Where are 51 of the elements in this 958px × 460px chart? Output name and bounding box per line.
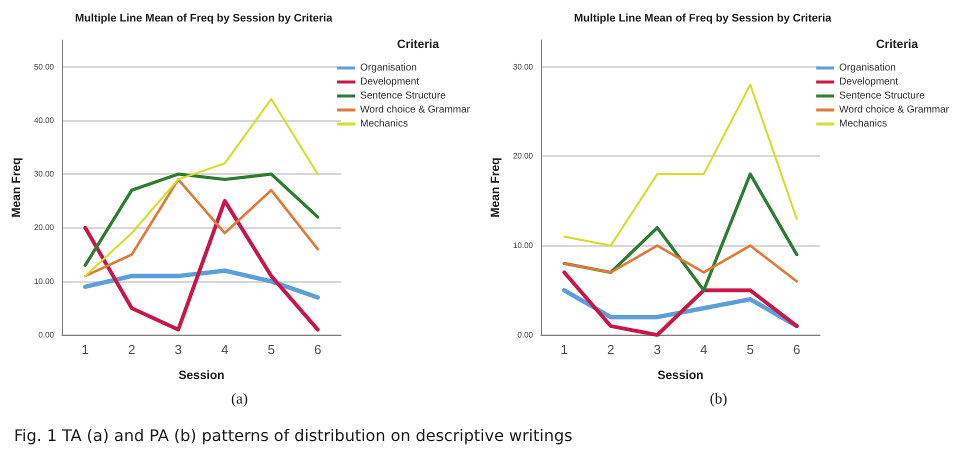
x-tick-label: 3 xyxy=(654,342,661,357)
x-tick-label: 1 xyxy=(560,342,568,357)
line-series xyxy=(562,244,798,283)
x-tick-label: 2 xyxy=(128,342,136,357)
legend-label: Mechanics xyxy=(839,118,887,130)
y-tick-label: 10.00 xyxy=(34,276,55,286)
x-tick-label: 4 xyxy=(700,342,708,357)
y-tick-label: 10.00 xyxy=(512,241,534,250)
line-series xyxy=(84,98,319,277)
line-series xyxy=(562,270,799,337)
x-tick-label: 6 xyxy=(793,342,800,357)
line-series xyxy=(84,178,320,278)
legend-label: Mechanics xyxy=(360,118,408,130)
text: (b) xyxy=(710,392,728,408)
legend-label: Sentence Structure xyxy=(839,90,926,102)
y-tick-label: 0.00 xyxy=(517,330,534,340)
line-series xyxy=(84,172,320,267)
x-axis-title: Session xyxy=(657,368,704,382)
x-axis-title: Session xyxy=(178,368,225,382)
y-tick-label: 0.00 xyxy=(38,330,55,340)
x-tick-label: 5 xyxy=(746,342,754,357)
legend-label: Word choice & Grammar xyxy=(839,104,950,116)
y-tick-label: 30.00 xyxy=(512,62,534,72)
y-tick-label: 20.00 xyxy=(34,223,55,232)
x-tick-label: 5 xyxy=(268,342,275,357)
legend-title: Criteria xyxy=(876,37,918,51)
y-tick-label: 20.00 xyxy=(512,152,534,161)
legend-label: Organisation xyxy=(360,62,417,74)
chart-title: Multiple Line Mean of Freq by Session by Criteria xyxy=(75,12,334,24)
y-axis-title: Mean Freq xyxy=(9,157,23,218)
legend-label: Word choice & Grammar xyxy=(360,104,471,116)
y-tick-label: 40.00 xyxy=(34,116,55,125)
y-axis-title: Mean Freq xyxy=(488,157,502,218)
legend-label: Sentence Structure xyxy=(360,90,446,102)
line-series xyxy=(83,199,320,332)
y-tick-label: 50.00 xyxy=(34,62,55,72)
chart-title: Multiple Line Mean of Freq by Session by Criteria xyxy=(574,12,832,24)
legend-label: Development xyxy=(839,76,898,88)
legend-label: Development xyxy=(360,76,420,88)
y-tick-label: 30.00 xyxy=(34,170,55,179)
legend-title: Criteria xyxy=(396,37,440,51)
x-tick-label: 2 xyxy=(607,342,614,357)
text: (a) xyxy=(231,392,248,408)
x-tick-label: 1 xyxy=(82,342,89,357)
caption: Fig. 1 TA (a) and PA (b) patterns of distribution on descriptive writings xyxy=(14,426,572,445)
x-tick-label: 4 xyxy=(221,342,228,357)
line-series xyxy=(563,84,798,247)
line-series xyxy=(83,268,320,300)
x-tick-label: 6 xyxy=(314,342,322,357)
x-tick-label: 3 xyxy=(174,342,182,357)
legend-label: Organisation xyxy=(839,62,896,74)
